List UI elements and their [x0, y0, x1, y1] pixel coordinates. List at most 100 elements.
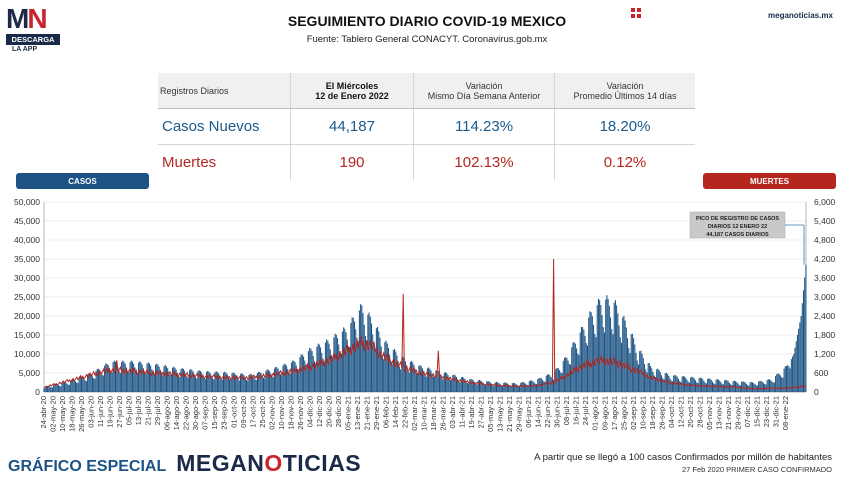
casos-bar [250, 374, 252, 392]
site-link[interactable]: meganoticias.mx [768, 11, 833, 20]
x-tick-label: 13-nov-21 [714, 396, 723, 430]
x-tick-label: 18-mar-21 [429, 396, 438, 431]
casos-bar [269, 371, 271, 392]
casos-bar [332, 357, 334, 392]
casos-bar [341, 331, 343, 392]
casos-bar [158, 366, 160, 392]
casos-bar [528, 381, 530, 392]
casos-bar [724, 380, 726, 392]
casos-bar [152, 372, 154, 392]
casos-bar [156, 363, 158, 392]
casos-bar [679, 381, 681, 392]
casos-bar [87, 374, 89, 392]
y-right-tick-label: 4,800 [814, 235, 836, 245]
casos-bar [705, 383, 707, 392]
casos-bar [77, 382, 79, 392]
casos-bar [486, 381, 488, 392]
casos-bar [375, 328, 377, 392]
casos-bar [294, 362, 296, 392]
casos-bar [651, 368, 653, 392]
casos-bar [153, 374, 155, 392]
casos-bar [247, 380, 249, 392]
casos-bar [563, 357, 565, 392]
casos-bar [169, 374, 171, 392]
casos-bar [260, 373, 262, 392]
casos-bar [276, 367, 278, 392]
casos-bar [428, 367, 430, 392]
casos-bar [343, 327, 345, 392]
casos-bar [583, 329, 585, 392]
casos-bar [44, 386, 46, 392]
casos-bar [352, 317, 354, 392]
casos-bar [367, 314, 369, 392]
casos-bar [220, 378, 222, 392]
casos-bar [298, 370, 300, 392]
casos-bar [97, 368, 100, 392]
casos-bar [605, 299, 607, 392]
casos-bar [630, 334, 632, 392]
casos-bar [495, 381, 498, 392]
casos-bar [645, 369, 647, 392]
casos-bar [263, 377, 265, 392]
casos-bar [139, 361, 141, 392]
casos-bar [128, 372, 130, 392]
casos-bar [148, 363, 150, 392]
y-left-tick-label: 35,000 [14, 254, 40, 264]
header-registros: Registros Diarios [158, 73, 291, 109]
casos-bar [96, 368, 98, 392]
casos-bar [505, 382, 507, 392]
grafico-especial-label: GRÁFICO ESPECIAL [8, 458, 167, 475]
casos-bar [766, 380, 768, 392]
casos-bar [591, 316, 593, 392]
x-tick-label: 23-sep-20 [220, 396, 229, 430]
casos-bar [232, 372, 234, 392]
casos-bar [136, 373, 138, 392]
casos-bar [578, 355, 580, 392]
casos-bar [255, 380, 257, 392]
y-right-tick-label: 6,000 [814, 197, 836, 207]
casos-bar [768, 379, 771, 392]
footer-note-first-case: 27 Feb 2020 PRIMER CASO CONFIRMADO [681, 465, 832, 474]
y-left-tick-label: 15,000 [14, 330, 40, 340]
casos-bar [617, 313, 619, 392]
casos-bar [65, 382, 67, 392]
x-tick-label: 15-dic-21 [753, 396, 762, 427]
casos-bar [238, 380, 240, 392]
logo-m: M [6, 3, 29, 34]
casos-bar [273, 368, 275, 392]
casos-bar [105, 363, 107, 392]
y-right-tick-label: 600 [814, 368, 828, 378]
casos-bar [767, 379, 769, 392]
casos-bar [106, 363, 108, 392]
casos-bar [216, 372, 218, 392]
casos-bar [481, 381, 483, 392]
casos-bar [761, 381, 763, 392]
casos-bar [193, 374, 195, 392]
casos-bar [345, 332, 347, 392]
casos-bar [280, 374, 282, 392]
casos-bar [402, 356, 404, 392]
x-tick-label: 08-jul-21 [562, 396, 571, 425]
casos-bar [802, 290, 804, 392]
casos-bar [713, 383, 715, 392]
casos-bar [436, 369, 438, 392]
casos-bar [753, 383, 755, 392]
casos-bar [438, 372, 440, 392]
casos-bar [596, 305, 598, 392]
casos-bar [549, 375, 551, 392]
casos-bar [412, 362, 414, 392]
casos-bar [662, 378, 664, 392]
casos-bar [401, 357, 403, 392]
casos-bar [420, 366, 422, 392]
casos-bar [174, 367, 176, 392]
casos-bar [801, 303, 803, 392]
casos-bar [362, 312, 364, 392]
casos-bar [204, 378, 206, 392]
grid-icon[interactable] [631, 8, 641, 18]
casos-bar [485, 385, 487, 392]
casos-bar [110, 371, 112, 392]
y-left-tick-label: 20,000 [14, 311, 40, 321]
casos-bar [671, 381, 673, 392]
casos-bar [762, 382, 764, 392]
